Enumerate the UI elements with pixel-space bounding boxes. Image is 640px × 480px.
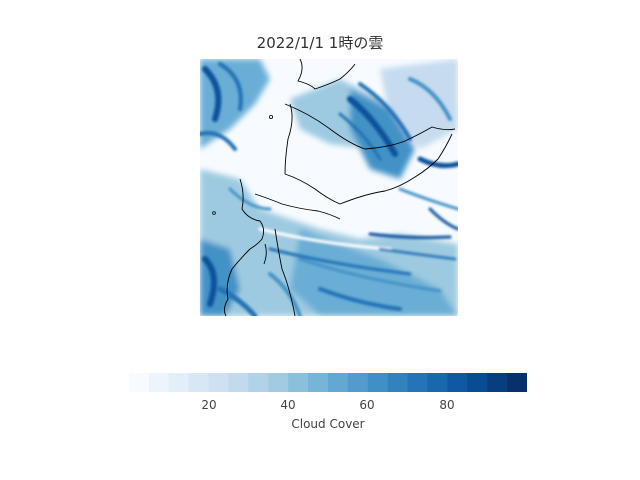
colorbar-segment	[248, 373, 269, 392]
colorbar-label: Cloud Cover	[291, 417, 365, 431]
cloud-cover-map	[200, 59, 458, 316]
colorbar-segment	[347, 373, 369, 392]
colorbar-segment	[268, 373, 289, 392]
colorbar-segment	[168, 373, 190, 392]
colorbar-segment	[487, 373, 508, 392]
colorbar-segment	[148, 373, 170, 392]
colorbar-segment	[188, 373, 210, 392]
colorbar-segment	[208, 373, 229, 392]
colorbar-segment	[129, 373, 150, 392]
colorbar-segment	[288, 373, 309, 392]
colorbar-segment	[407, 373, 428, 392]
coastlines	[223, 59, 456, 316]
colorbar-segment	[427, 373, 448, 392]
colorbar-segment	[467, 373, 488, 392]
colorbar-tick-60: 60	[359, 398, 375, 412]
colorbar-segment	[308, 373, 329, 392]
colorbar-segment	[367, 373, 389, 392]
colorbar-tick-80: 80	[439, 398, 455, 412]
colorbar-tick-20: 20	[201, 398, 217, 412]
colorbar-segment	[387, 373, 409, 392]
colorbar-tick-40: 40	[280, 398, 296, 412]
cloud-field-streaks	[200, 62, 458, 316]
colorbar	[129, 373, 527, 392]
colorbar-segment	[507, 373, 527, 392]
map-title: 2022/1/1 1時の雲	[256, 34, 384, 52]
colorbar-segment	[328, 373, 349, 392]
colorbar-segment	[228, 373, 249, 392]
colorbar-segment	[447, 373, 468, 392]
